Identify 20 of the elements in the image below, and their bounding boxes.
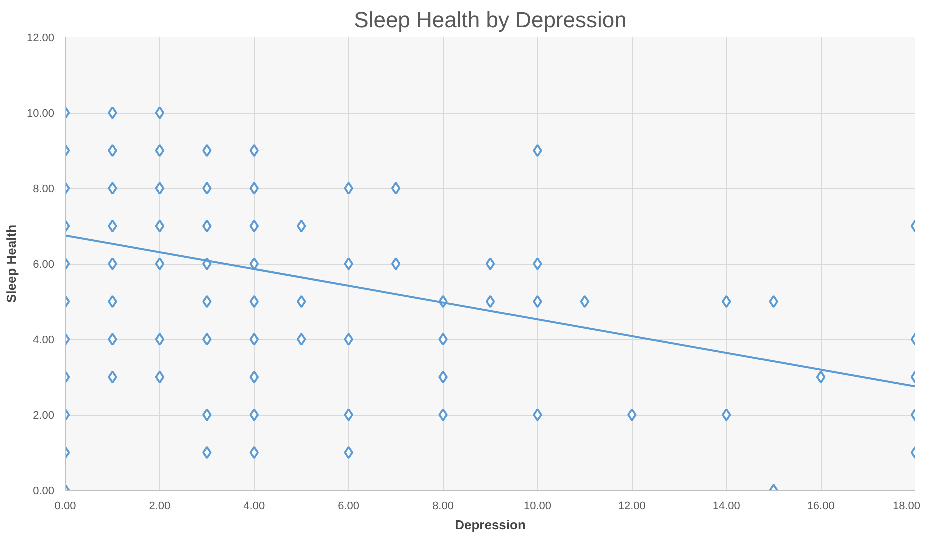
x-tick-label: 2.00 [149,500,171,512]
y-tick-label: 12.00 [26,32,55,44]
y-tick-label: 10.00 [26,108,55,120]
y-tick-label: 8.00 [33,184,55,196]
x-tick-label: 6.00 [338,500,360,512]
x-tick-label: 8.00 [432,500,454,512]
x-tick-label: 12.00 [618,500,646,512]
y-tick-label: 4.00 [33,334,55,346]
x-tick-label: 10.00 [524,500,552,512]
y-tick-label: 6.00 [33,259,55,271]
y-tick-label: 2.00 [33,410,55,422]
y-axis-title: Sleep Health [4,224,19,304]
x-tick-label: 14.00 [712,500,740,512]
x-tick-label: 16.00 [807,500,835,512]
y-tick-label: 0.00 [33,486,55,498]
x-axis-title: Depression [455,518,526,532]
x-tick-label: 4.00 [244,500,266,512]
x-tick-label: 0.00 [54,500,76,512]
chart-title: Sleep Health by Depression [354,8,627,32]
x-tick-label: 18.00 [892,500,921,512]
